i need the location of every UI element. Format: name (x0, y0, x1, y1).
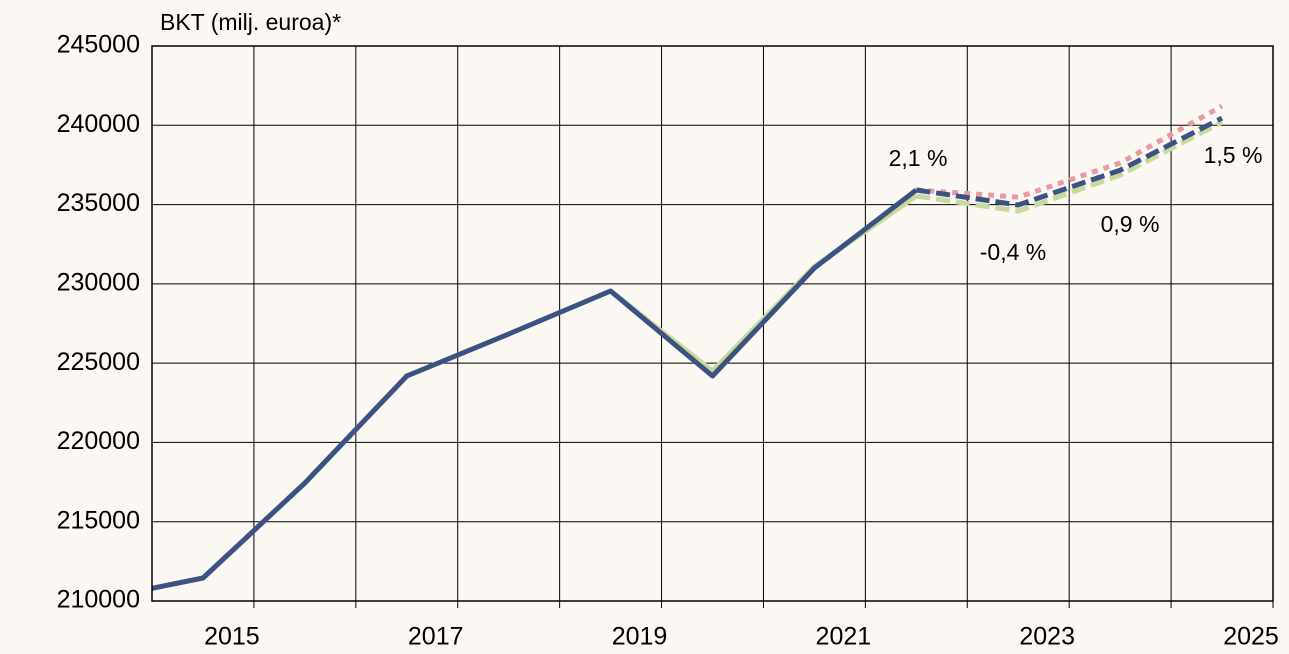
y-tick-label: 230000 (57, 268, 140, 296)
plot-border (151, 45, 1274, 602)
x-tick-label: 2023 (1019, 623, 1075, 651)
y-tick-label: 215000 (57, 506, 140, 534)
y-tick-label: 245000 (57, 31, 140, 59)
annotation: -0,4 % (980, 239, 1046, 265)
chart-title: BKT (milj. euroa)* (160, 9, 341, 35)
y-tick-label: 220000 (57, 427, 140, 455)
annotation: 2,1 % (889, 145, 948, 171)
series-line (915, 115, 1224, 208)
series-line (915, 119, 1224, 214)
annotation: 1,5 % (1204, 142, 1263, 168)
x-tick-label: 2025 (1223, 623, 1279, 651)
series-line (151, 188, 918, 591)
y-tick-label: 240000 (57, 110, 140, 138)
y-tick-label: 210000 (57, 586, 140, 614)
x-tick-label: 2015 (204, 623, 260, 651)
x-tick-label: 2021 (816, 623, 872, 651)
x-tick-label: 2019 (612, 623, 668, 651)
y-tick-label: 225000 (57, 348, 140, 376)
x-tick-label: 2017 (408, 623, 464, 651)
y-tick-label: 235000 (57, 189, 140, 217)
series-line (916, 103, 1224, 200)
annotation: 0,9 % (1101, 211, 1160, 237)
